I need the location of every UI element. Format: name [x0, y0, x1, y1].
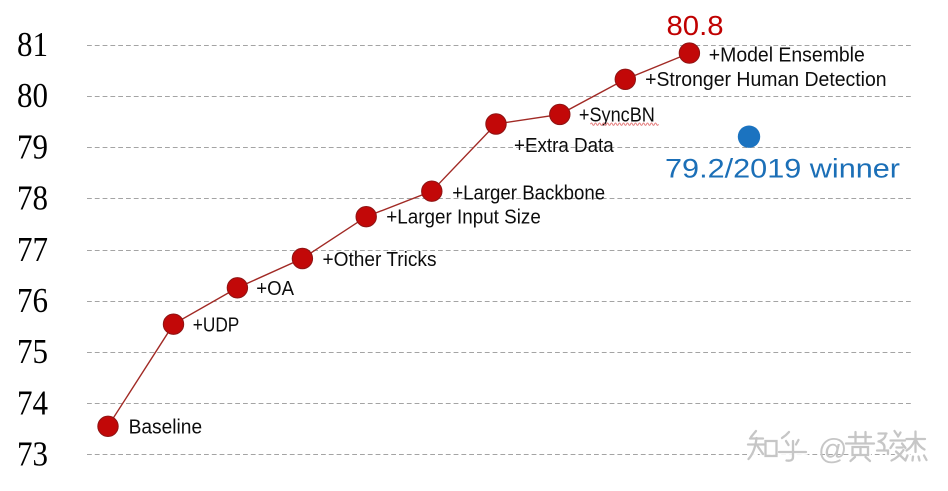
svg-text:78: 78 [17, 179, 48, 218]
svg-text:80: 80 [17, 76, 48, 115]
svg-text:81: 81 [17, 25, 48, 64]
svg-text:73: 73 [17, 435, 48, 474]
svg-text:+Model Ensemble: +Model Ensemble [709, 44, 865, 66]
svg-text:+SyncBN: +SyncBN [579, 105, 655, 127]
svg-text:76: 76 [17, 281, 48, 320]
svg-text:75: 75 [17, 332, 48, 371]
svg-text:+Extra Data: +Extra Data [514, 135, 615, 157]
svg-text:77: 77 [17, 230, 48, 269]
svg-text:+Other Tricks: +Other Tricks [323, 249, 437, 271]
svg-text:79.2/2019 winner: 79.2/2019 winner [665, 153, 900, 183]
svg-text:80.8: 80.8 [667, 10, 724, 41]
svg-text:+OA: +OA [256, 278, 294, 300]
svg-text:+Larger Backbone: +Larger Backbone [452, 182, 605, 204]
svg-text:79: 79 [17, 127, 48, 166]
svg-text:@: @ [818, 434, 847, 466]
svg-text:Baseline: Baseline [129, 417, 203, 439]
svg-text:+Larger Input Size: +Larger Input Size [386, 207, 541, 229]
svg-text:+Stronger Human Detection: +Stronger Human Detection [645, 69, 887, 91]
svg-text:74: 74 [17, 383, 48, 422]
svg-text:+UDP: +UDP [193, 315, 240, 337]
